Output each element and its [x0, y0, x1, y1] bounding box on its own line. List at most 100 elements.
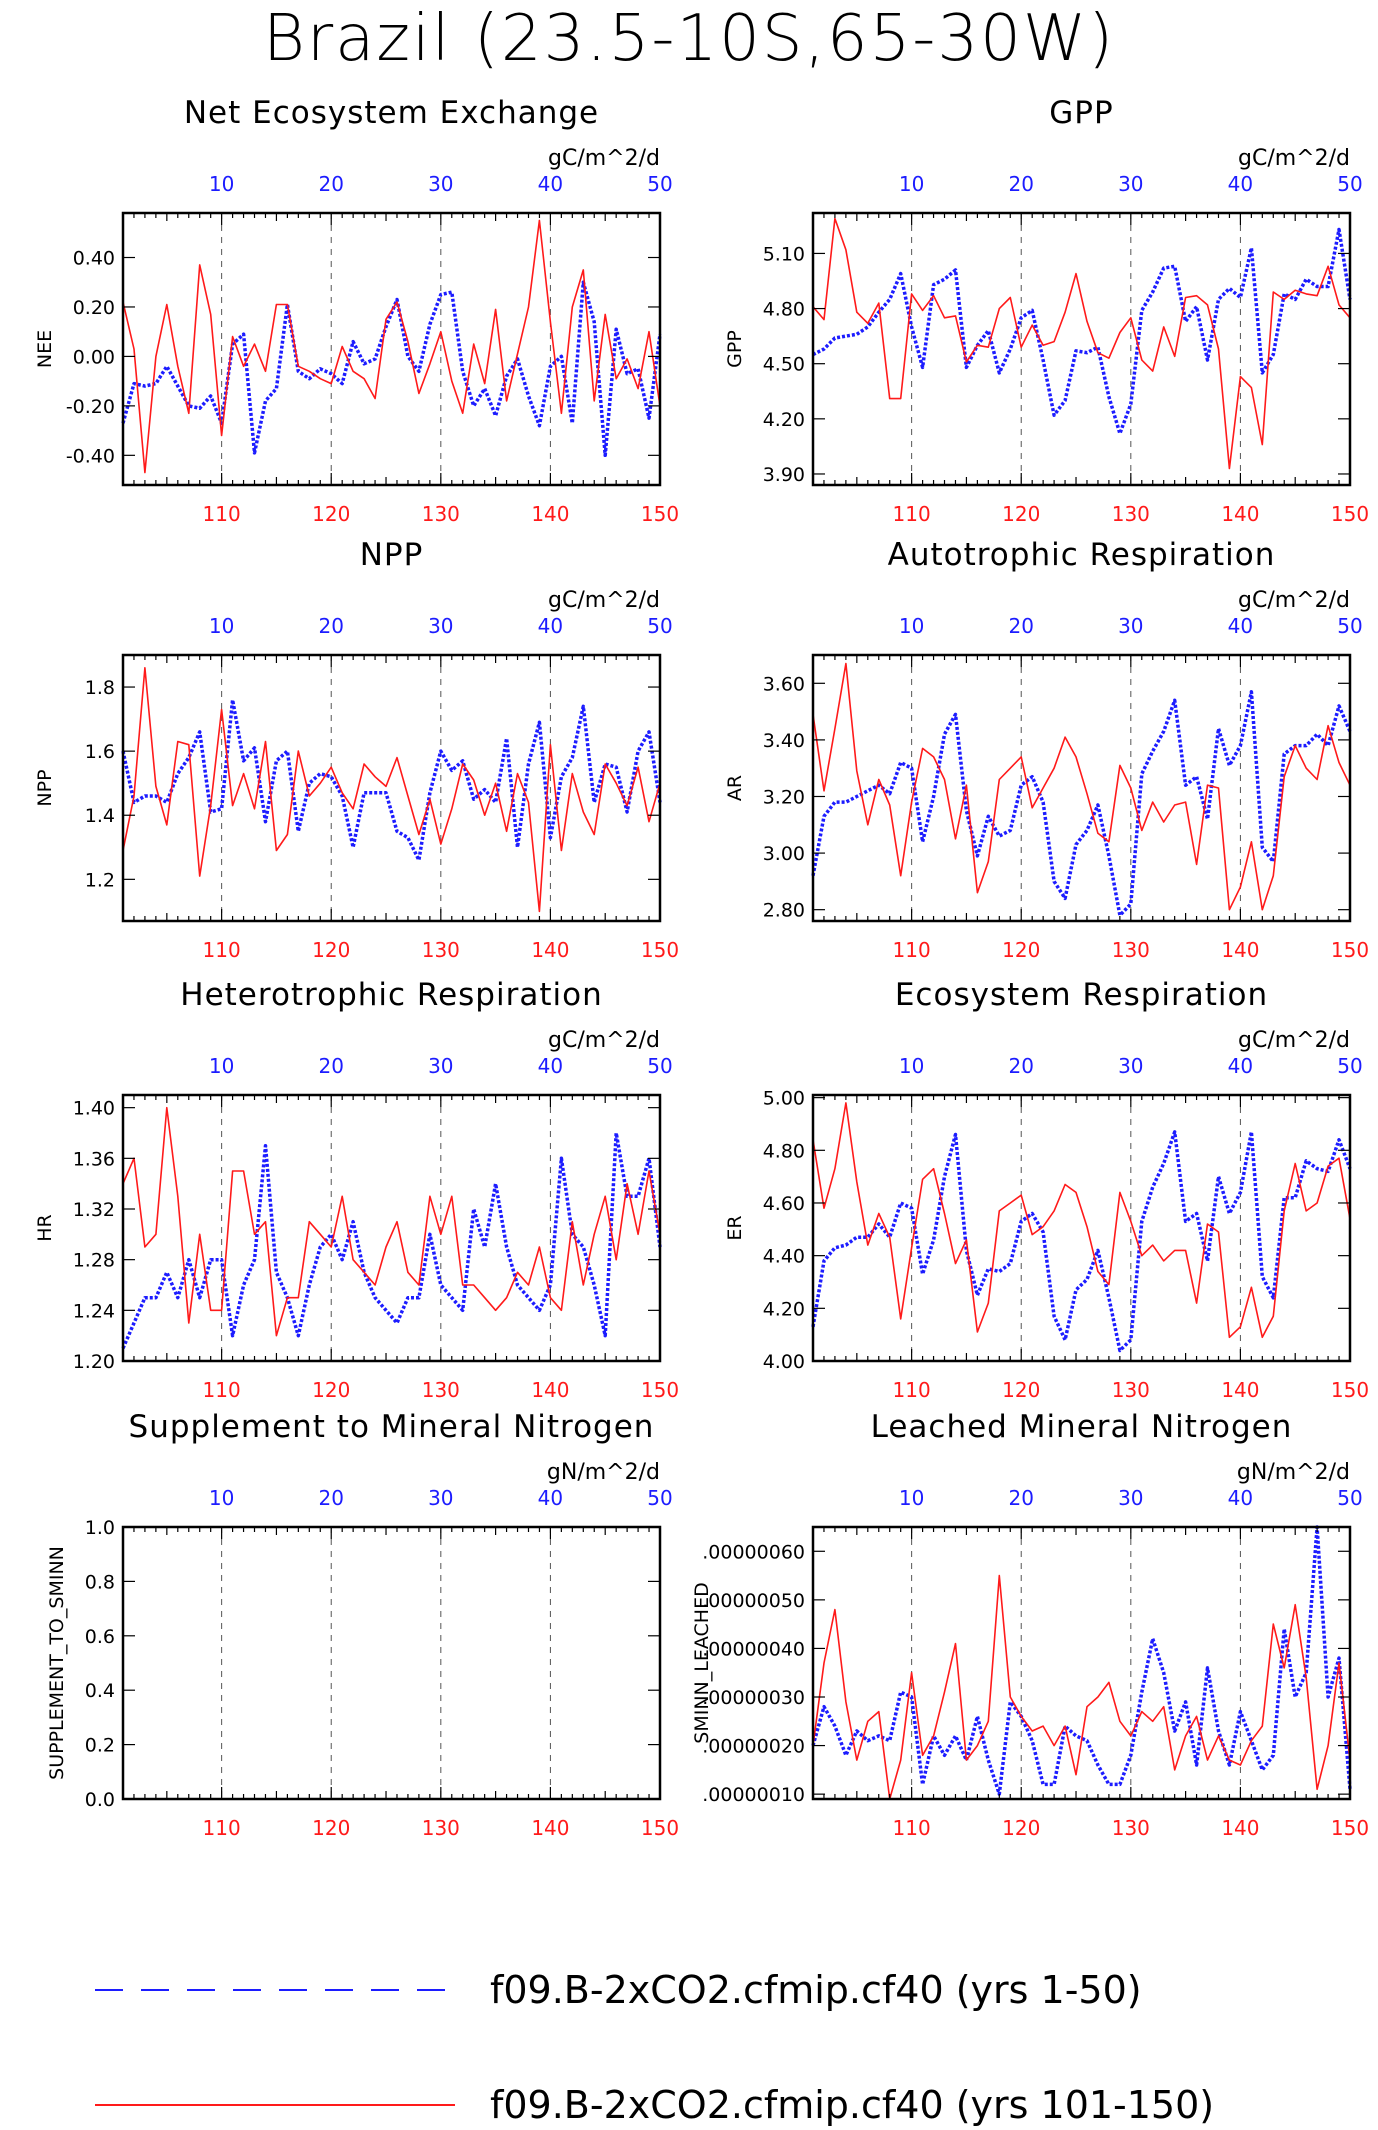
x-tick-label-top: 10: [209, 1486, 234, 1510]
legend-item-2: f09.B-2xCO2.cfmip.cf40 (yrs 101-150): [0, 2080, 1378, 2130]
x-tick-label-bottom: 110: [893, 938, 931, 962]
x-tick-label-top: 20: [318, 172, 343, 196]
y-tick-label: 0.6: [85, 1626, 115, 1648]
x-tick-label-bottom: 130: [1112, 938, 1150, 962]
y-tick-label: 1.0: [85, 1517, 115, 1539]
y-tick-label: 1.28: [73, 1250, 115, 1272]
x-tick-label-bottom: 130: [1112, 1378, 1150, 1402]
y-tick-label: 3.40: [763, 730, 805, 752]
x-tick-label-bottom: 140: [1221, 1378, 1259, 1402]
legend-item-1: f09.B-2xCO2.cfmip.cf40 (yrs 1-50): [0, 1965, 1378, 2015]
y-tick-label: 3.20: [763, 786, 805, 808]
chart-title: Heterotrophic Respiration: [180, 977, 602, 1013]
y-tick-label: .00000040: [702, 1638, 805, 1660]
y-tick-label: .00000030: [702, 1687, 805, 1709]
x-tick-label-top: 10: [899, 1486, 924, 1510]
x-tick-label-bottom: 120: [1002, 502, 1040, 526]
x-tick-label-top: 50: [647, 1054, 672, 1078]
y-axis-label: AR: [724, 775, 746, 801]
series-line-yrs-1-50: [121, 280, 662, 458]
x-tick-label-bottom: 150: [641, 1816, 679, 1840]
page-title: Brazil (23.5-10S,65-30W): [262, 2, 1116, 76]
y-tick-label: .00000050: [702, 1590, 805, 1612]
x-tick-label-top: 10: [209, 1054, 234, 1078]
y-tick-label: -0.40: [66, 445, 115, 467]
x-tick-label-bottom: 120: [312, 938, 350, 962]
x-tick-label-top: 40: [1228, 172, 1253, 196]
chart-panel-4: Autotrophic Respiration gC/m^2/d 110 120 130…: [724, 537, 1369, 962]
x-tick-label-bottom: 140: [1221, 502, 1259, 526]
x-tick-label-bottom: 110: [203, 1378, 241, 1402]
plot-frame: [121, 653, 662, 923]
y-tick-label: 3.00: [763, 843, 805, 865]
x-tick-label-top: 30: [1118, 172, 1143, 196]
x-tick-label-bottom: 130: [422, 938, 460, 962]
x-tick-label-top: 40: [1228, 1486, 1253, 1510]
x-tick-label-top: 10: [209, 614, 234, 638]
x-tick-label-bottom: 150: [1331, 1378, 1369, 1402]
x-tick-label-top: 20: [318, 614, 343, 638]
y-tick-label: .00000060: [702, 1541, 805, 1563]
x-tick-label-top: 50: [1337, 614, 1362, 638]
y-tick-label: 4.40: [763, 1246, 805, 1268]
x-tick-label-top: 30: [1118, 614, 1143, 638]
units-label: gN/m^2/d: [1237, 1460, 1350, 1485]
plot-frame: [811, 1093, 1352, 1363]
plot-frame: [811, 1525, 1352, 1801]
chart-title: Supplement to Mineral Nitrogen: [129, 1409, 655, 1445]
chart-title: NPP: [360, 537, 424, 573]
x-tick-label-bottom: 130: [422, 1816, 460, 1840]
x-tick-label-top: 20: [1008, 614, 1033, 638]
x-tick-label-bottom: 130: [422, 502, 460, 526]
x-tick-label-bottom: 120: [1002, 1816, 1040, 1840]
y-tick-label: 0.20: [73, 297, 115, 319]
x-tick-label-bottom: 110: [893, 1816, 931, 1840]
y-tick-label: 3.90: [763, 464, 805, 486]
chart-title: Ecosystem Respiration: [895, 977, 1268, 1013]
x-tick-label-bottom: 110: [203, 1816, 241, 1840]
y-tick-label: 1.20: [73, 1351, 115, 1373]
y-axis-label: NPP: [34, 769, 56, 806]
units-label: gC/m^2/d: [548, 588, 660, 613]
series-line-yrs-101-150: [812, 1574, 1351, 1800]
x-tick-label-top: 10: [209, 172, 234, 196]
x-tick-label-top: 50: [647, 1486, 672, 1510]
x-tick-label-top: 20: [1008, 1486, 1033, 1510]
units-label: gN/m^2/d: [547, 1460, 660, 1485]
series-line-yrs-1-50: [812, 227, 1352, 436]
x-tick-label-bottom: 130: [1112, 502, 1150, 526]
x-tick-label-top: 50: [1337, 1486, 1362, 1510]
plot-frame: [811, 211, 1352, 487]
chart-panel-7: Supplement to Mineral Nitrogen gN/m^2/d 11…: [46, 1409, 679, 1840]
x-tick-label-bottom: 150: [641, 502, 679, 526]
x-tick-label-top: 40: [538, 1486, 563, 1510]
y-tick-label: 4.20: [763, 1298, 805, 1320]
chart-panel-3: NPP gC/m^2/d 110 120 130 140 150 10 20 30 40 50 1.2 1…: [34, 537, 679, 962]
x-tick-label-top: 30: [428, 1054, 453, 1078]
x-tick-label-top: 40: [538, 172, 563, 196]
x-tick-label-top: 30: [1118, 1054, 1143, 1078]
chart-title: Net Ecosystem Exchange: [184, 95, 599, 131]
y-tick-label: 4.50: [763, 354, 805, 376]
units-label: gC/m^2/d: [1238, 588, 1350, 613]
x-tick-label-bottom: 140: [531, 938, 569, 962]
x-tick-label-bottom: 110: [893, 502, 931, 526]
y-tick-label: 0.00: [73, 346, 115, 368]
x-tick-label-top: 30: [428, 614, 453, 638]
x-tick-label-top: 20: [1008, 1054, 1033, 1078]
chart-panel-5: Heterotrophic Respiration gC/m^2/d 110 120 1…: [34, 977, 679, 1402]
x-tick-label-bottom: 150: [641, 938, 679, 962]
series-line-yrs-1-50: [121, 698, 662, 862]
x-tick-label-top: 10: [899, 614, 924, 638]
x-tick-label-top: 40: [1228, 614, 1253, 638]
chart-panel-2: GPP gC/m^2/d 110 120 130 140 150 10 20 30 40 50 3.90…: [724, 95, 1369, 526]
x-tick-label-top: 50: [647, 172, 672, 196]
x-tick-label-bottom: 110: [203, 502, 241, 526]
plot-frame: [121, 211, 662, 487]
x-tick-label-bottom: 150: [1331, 502, 1369, 526]
x-tick-label-bottom: 130: [422, 1378, 460, 1402]
legend-label: f09.B-2xCO2.cfmip.cf40 (yrs 1-50): [490, 1968, 1142, 2012]
y-axis-label: SUPPLEMENT_TO_SMINN: [46, 1546, 68, 1780]
y-axis-label: HR: [34, 1214, 56, 1242]
